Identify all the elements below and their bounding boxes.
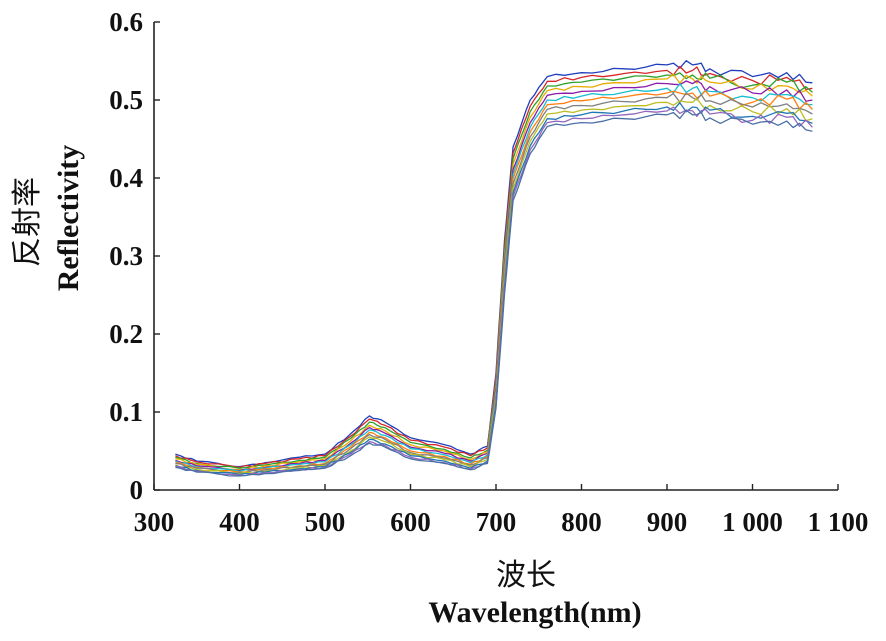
axes [153, 21, 839, 491]
spectral-curves [175, 60, 813, 477]
x-tick-label: 400 [219, 507, 260, 537]
x-tick-label: 1 000 [722, 507, 783, 537]
y-tick-label: 0.5 [109, 85, 143, 115]
x-tick-label: 1 100 [808, 507, 869, 537]
y-tick-label: 0 [130, 475, 144, 505]
x-tick-label: 500 [305, 507, 346, 537]
y-tick-label: 0.1 [109, 397, 143, 427]
x-axis-title: Wavelength(nm) [428, 596, 641, 629]
x-tick-label: 900 [647, 507, 688, 537]
y-axis-title: Reflectivity [52, 145, 85, 292]
y-tick-label: 0.2 [109, 319, 143, 349]
y-axis-title-cn: 反射率 [10, 177, 45, 267]
x-axis-title-cn: 波长 [496, 558, 556, 593]
y-tick-label: 0.4 [109, 163, 143, 193]
tick-labels: 300 400 500 600 700 800 900 1 000 1 10000.10.20.… [109, 7, 868, 537]
y-tick-label: 0.3 [109, 241, 143, 271]
y-tick-label: 0.6 [109, 7, 143, 37]
x-tick-label: 800 [561, 507, 602, 537]
x-tick-label: 700 [476, 507, 517, 537]
spectral-curve [175, 109, 813, 477]
x-tick-label: 300 [134, 507, 175, 537]
x-tick-label: 600 [390, 507, 431, 537]
